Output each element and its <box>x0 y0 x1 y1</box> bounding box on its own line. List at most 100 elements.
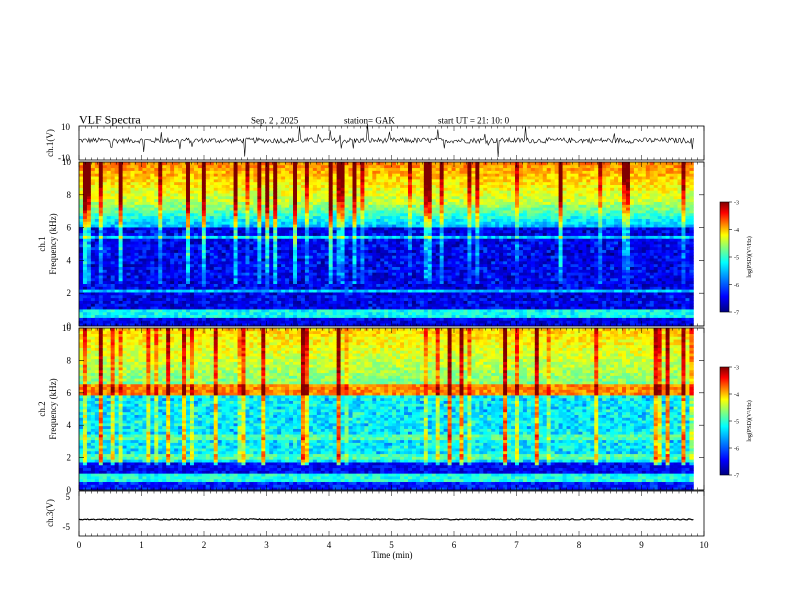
spectrogram-cell <box>312 306 318 310</box>
spectrogram-cell <box>154 263 159 268</box>
spectrogram-cell <box>174 260 179 265</box>
spectrogram-cell <box>257 176 262 180</box>
spectrogram-cell <box>411 300 417 304</box>
spectrogram-cell <box>293 215 298 219</box>
spectrogram-cell <box>364 176 369 180</box>
spectrogram-cell <box>261 249 266 253</box>
spectrogram-cell <box>154 277 159 282</box>
spectrogram-cell <box>94 311 100 316</box>
spectrogram-cell <box>174 283 179 287</box>
spectrogram-cell <box>193 320 199 324</box>
spectrogram-cell <box>273 184 278 188</box>
spectrogram-cell <box>245 195 250 200</box>
spectrogram-cell <box>94 212 100 217</box>
spectrogram-cell <box>201 184 207 188</box>
spectrogram-cell <box>182 252 187 256</box>
spectrogram-cell <box>106 323 112 327</box>
spectrogram-cell <box>336 323 341 327</box>
spectrogram-cell <box>146 297 151 301</box>
spectrogram-cell <box>368 170 373 174</box>
spectrogram-cell <box>182 280 187 284</box>
spectrogram-cell <box>94 232 100 236</box>
spectrogram-cell <box>269 263 274 268</box>
spectrogram-cell <box>182 198 187 202</box>
spectrogram-cell <box>316 280 322 284</box>
spectrogram-cell <box>273 292 278 296</box>
spectrogram-cell <box>300 252 306 256</box>
spectrogram-cell <box>201 263 207 268</box>
spectrogram-cell <box>364 283 369 287</box>
spectrogram-cell <box>229 323 234 327</box>
spectrogram-cell <box>245 176 250 180</box>
spectrogram-cell <box>388 232 393 236</box>
spectrogram-cell <box>277 241 282 245</box>
spectrogram-cell <box>372 195 377 200</box>
spectrogram-cell <box>407 252 413 256</box>
spectrogram-cell <box>364 164 369 169</box>
spectrogram-cell <box>400 227 405 231</box>
spectrogram-cell <box>114 207 120 211</box>
spectrogram-cell <box>281 195 286 200</box>
spectrogram-cell <box>300 317 306 321</box>
spectrogram-cell <box>182 235 187 239</box>
spectrogram-cell <box>356 215 361 219</box>
spectrogram-cell <box>193 190 199 194</box>
spectrogram-cell <box>241 204 246 208</box>
spectrogram-cell <box>86 238 92 242</box>
spectrogram-cell <box>82 170 88 174</box>
spectrogram-cell <box>138 306 143 310</box>
spectrogram-cell <box>94 184 100 188</box>
spectrogram-cell <box>245 238 250 242</box>
spectrogram-cell <box>407 277 413 282</box>
spectrogram-cell <box>110 193 116 197</box>
spectrogram-cell <box>106 297 112 301</box>
spectrogram-cell <box>186 303 191 307</box>
spectrogram-cell <box>324 272 330 276</box>
spectrogram-cell <box>154 320 159 324</box>
spectrogram-cell <box>320 292 326 296</box>
spectrogram-cell <box>86 266 92 270</box>
spectrogram-cell <box>411 167 417 171</box>
spectrogram-cell <box>344 286 349 290</box>
spectrogram-cell <box>352 210 357 214</box>
spectrogram-cell <box>285 207 290 211</box>
spectrogram-cell <box>186 215 191 219</box>
spectrogram-cell <box>94 224 100 228</box>
spectrogram-cell <box>384 292 389 296</box>
spectrogram-cell <box>404 227 409 231</box>
spectrogram-cell <box>106 294 112 299</box>
spectrogram-cell <box>98 320 104 324</box>
spectrogram-cell <box>356 164 361 169</box>
spectrogram-cell <box>197 252 203 256</box>
spectrogram-cell <box>261 170 266 174</box>
spectrogram-cell <box>281 277 286 282</box>
spectrogram-cell <box>340 201 345 205</box>
spectrogram-cell <box>352 297 357 301</box>
spectrogram-cell <box>186 181 191 186</box>
spectrogram-cell <box>118 255 123 259</box>
spectrogram-cell <box>189 277 195 282</box>
spectrogram-cell <box>126 249 131 253</box>
spectrogram-cell <box>376 255 381 259</box>
spectrogram-cell <box>269 283 274 287</box>
spectrogram-cell <box>384 244 389 248</box>
spectrogram-cell <box>126 178 131 183</box>
spectrogram-cell <box>126 263 131 268</box>
spectrogram-cell <box>82 190 88 194</box>
spectrogram-cell <box>332 263 338 268</box>
spectrogram-cell <box>90 309 96 313</box>
spectrogram-cell <box>352 232 357 236</box>
spectrogram-cell <box>396 238 401 242</box>
spectrogram-cell <box>146 311 151 316</box>
spectrogram-cell <box>404 300 409 304</box>
spectrogram-cell <box>388 195 393 200</box>
spectrogram-cell <box>142 300 147 304</box>
spectrogram-cell <box>106 229 112 234</box>
spectrogram-cell <box>110 195 116 200</box>
spectrogram-cell <box>352 221 357 225</box>
spectrogram-cell <box>201 269 207 273</box>
spectrogram-cell <box>261 320 266 324</box>
spectrogram-cell <box>229 311 234 316</box>
spectrogram-cell <box>122 260 127 265</box>
spectrogram-cell <box>82 246 88 251</box>
